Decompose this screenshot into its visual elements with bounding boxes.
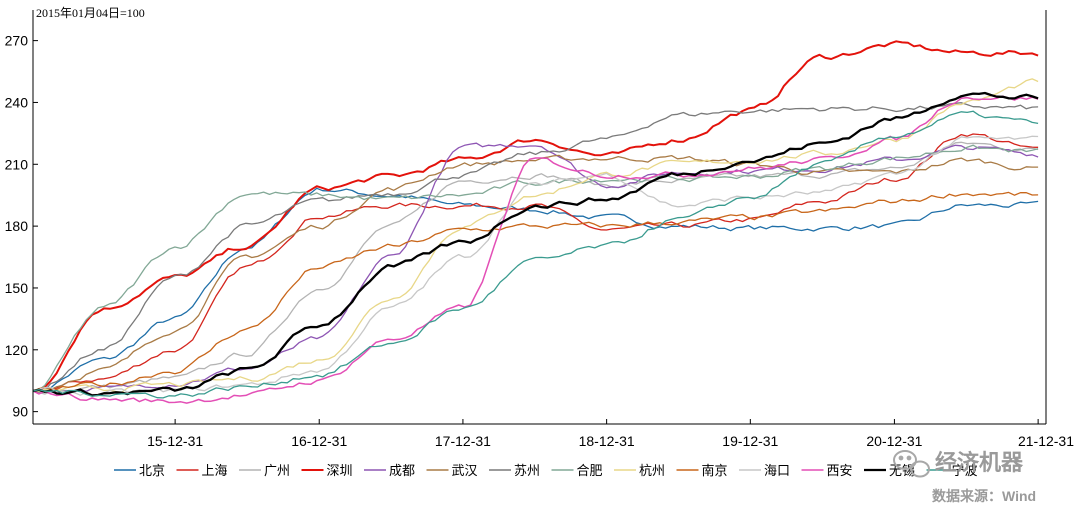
- x-tick-label-6: 21-12-31: [1018, 433, 1074, 449]
- y-tick-label-0: 90: [12, 404, 28, 420]
- x-tick-label-5: 20-12-31: [866, 433, 922, 449]
- y-tick-label-2: 150: [5, 280, 29, 296]
- legend: 北京 上海 广州 深圳 成都 武汉 苏州 合肥 杭州 南京 海口 西安 无锡 宁波: [114, 463, 978, 478]
- y-tick-label-3: 180: [5, 218, 29, 234]
- series-line-2: [32, 141, 1039, 395]
- legend-label-12: 无锡: [889, 463, 915, 478]
- y-tick-label-4: 210: [5, 156, 29, 172]
- legend-label-2: 广州: [264, 463, 290, 478]
- y-tick-label-1: 120: [5, 342, 29, 358]
- watermark-text: 经济机器: [935, 450, 1024, 475]
- wechat-icon: [893, 450, 930, 478]
- watermark: 经济机器 数据来源：Wind: [893, 450, 1036, 504]
- y-tick-label-5: 240: [5, 94, 29, 110]
- x-tick-label-1: 16-12-31: [291, 433, 347, 449]
- series-line-1: [32, 133, 1039, 393]
- legend-label-11: 西安: [827, 463, 853, 478]
- legend-label-9: 南京: [702, 463, 728, 478]
- legend-label-5: 武汉: [452, 463, 478, 478]
- plot-area: [32, 40, 1039, 404]
- legend-label-7: 合肥: [577, 463, 603, 478]
- legend-label-1: 上海: [202, 463, 228, 478]
- series-line-11: [32, 95, 1039, 404]
- x-tick-label-0: 15-12-31: [147, 433, 203, 449]
- axes: 90 120 150 180 210 240 270 15-12-31 16-12-31 17-1…: [5, 10, 1074, 449]
- series-line-4: [32, 142, 1039, 394]
- series-line-9: [32, 191, 1039, 392]
- series-line-0: [32, 187, 1039, 392]
- legend-label-6: 苏州: [514, 463, 540, 478]
- series-line-5: [32, 154, 1039, 392]
- x-tick-label-3: 18-12-31: [579, 433, 635, 449]
- series-line-8: [32, 78, 1039, 394]
- x-tick-label-2: 17-12-31: [435, 433, 491, 449]
- legend-label-4: 成都: [389, 463, 415, 478]
- series-line-6: [32, 102, 1039, 393]
- legend-label-3: 深圳: [327, 463, 353, 478]
- y-tick-label-6: 270: [5, 33, 29, 49]
- series-line-7: [32, 144, 1039, 392]
- series-line-3: [32, 40, 1039, 392]
- legend-label-0: 北京: [139, 463, 165, 478]
- legend-label-10: 海口: [764, 463, 790, 478]
- series-line-12: [32, 91, 1039, 397]
- series-line-10: [32, 135, 1039, 396]
- legend-label-8: 杭州: [639, 463, 665, 478]
- data-source-text: 数据来源：Wind: [932, 488, 1036, 504]
- legend-label-13: 宁波: [952, 463, 978, 478]
- x-tick-label-4: 19-12-31: [722, 433, 778, 449]
- unit-note: 2015年01月04日=100: [36, 6, 145, 20]
- series-line-13: [32, 110, 1039, 399]
